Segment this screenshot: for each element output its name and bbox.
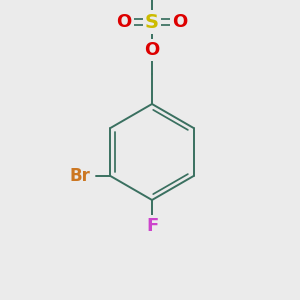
Text: O: O (144, 41, 160, 59)
Text: O: O (116, 13, 132, 31)
Text: S: S (145, 13, 159, 32)
Text: O: O (172, 13, 188, 31)
Text: F: F (146, 217, 158, 235)
Text: Br: Br (70, 167, 91, 185)
